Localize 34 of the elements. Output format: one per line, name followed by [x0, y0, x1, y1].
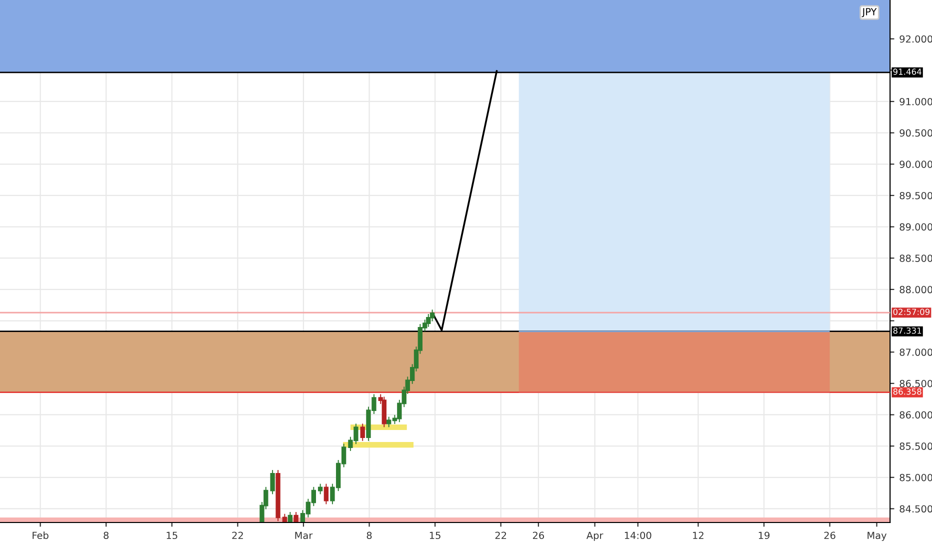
- ref-line-label: 91.464: [893, 68, 922, 75]
- x-tick-label: 19: [758, 532, 770, 540]
- x-tick-label: 12: [693, 532, 704, 539]
- x-tick-label: 8: [104, 532, 109, 540]
- ref-line-label: 86.358: [893, 388, 922, 395]
- y-tick-label: 89.000: [900, 223, 932, 231]
- x-tick-label: 8: [366, 532, 372, 540]
- y-tick-label: 86.000: [900, 411, 932, 419]
- x-tick-label: 22: [232, 532, 243, 539]
- x-tick-label: Feb: [32, 532, 48, 540]
- x-tick-label: Mar: [295, 532, 313, 540]
- y-tick-label: 90.500: [900, 129, 932, 137]
- y-tick-label: 88.500: [900, 254, 932, 262]
- y-tick-label: 88.000: [900, 286, 932, 294]
- x-tick-label: 14:00: [624, 532, 652, 540]
- y-tick-label: 84.500: [900, 505, 932, 513]
- x-tick-label: 26: [532, 532, 544, 540]
- annotation: JPY: [862, 8, 877, 18]
- y-tick-label: 85.000: [900, 474, 932, 482]
- y-tick-label: 92.000: [900, 35, 932, 43]
- x-tick-label: Apr: [586, 532, 604, 541]
- text: 02:57:09: [893, 308, 930, 316]
- y-tick-label: 91.000: [900, 98, 932, 106]
- y-tick-label: 86.500: [900, 380, 932, 388]
- y-tick-label: 85.500: [900, 442, 932, 450]
- x-tick-label: 15: [430, 532, 440, 540]
- ref-line-label: 87.331: [893, 327, 922, 334]
- y-tick-label: 89.500: [900, 192, 932, 200]
- y-tick-label: 90.000: [900, 160, 932, 168]
- y-tick-label: 87.000: [900, 348, 932, 356]
- x-tick-label: May: [868, 532, 887, 541]
- x-tick-label: 15: [166, 532, 178, 540]
- x-tick-label: 22: [495, 532, 506, 539]
- x-tick-label: 26: [824, 532, 836, 540]
